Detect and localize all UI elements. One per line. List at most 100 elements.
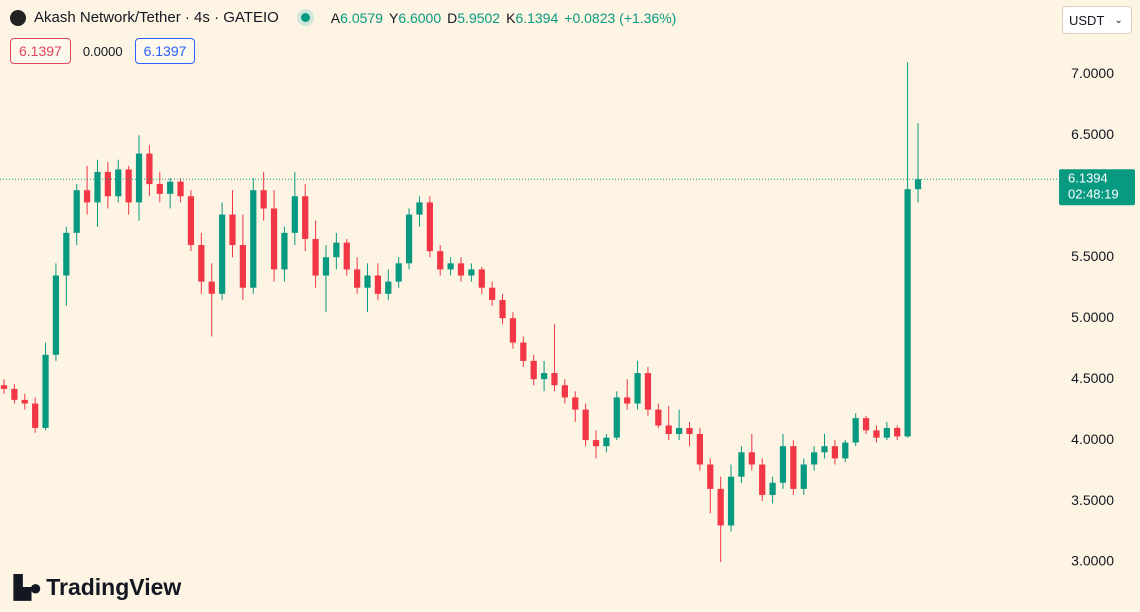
candle-body (613, 397, 620, 438)
candle-body (385, 281, 392, 294)
legend-value: 5.9502 (457, 9, 501, 26)
sell-button[interactable]: 6.1397 (10, 38, 71, 64)
candle-body (894, 427, 901, 437)
candle-body (63, 232, 70, 276)
candle-body (125, 169, 132, 203)
candle-body (831, 446, 839, 459)
candle-body (364, 275, 371, 288)
candle-body (177, 181, 184, 197)
candle-body (354, 269, 361, 288)
legend-value: 6.0579 (340, 9, 383, 26)
symbol-icon (10, 9, 26, 26)
legend-key: Y (388, 9, 399, 26)
candle-body (561, 385, 568, 398)
candle-body (509, 318, 517, 343)
y-tick-label: 5.5000 (1071, 248, 1114, 264)
candle-body (883, 427, 890, 438)
candle-body (343, 242, 350, 270)
dropdown-arrow: ⌄ (1114, 14, 1123, 26)
candle-body (104, 171, 111, 197)
candle-body (250, 190, 257, 288)
candle-body (717, 488, 724, 526)
candle-body (405, 214, 413, 264)
candle-body (862, 418, 870, 431)
candle-body (727, 476, 735, 526)
candle-body (11, 388, 18, 400)
candle-body (707, 464, 714, 489)
candle-body (655, 409, 662, 426)
y-tick-label: 7.0000 (1071, 65, 1114, 81)
candle-body (665, 425, 672, 435)
candle-body (499, 299, 506, 319)
candle-body (530, 360, 537, 380)
candle-body (187, 196, 195, 246)
y-tick-label: 4.5000 (1071, 370, 1114, 386)
candle-body (302, 196, 309, 239)
candle-body (270, 208, 278, 270)
legend-item: A6.0579 (330, 10, 383, 26)
candle-body (291, 196, 298, 233)
candle-body (426, 202, 433, 252)
candle-body (842, 442, 849, 459)
candle-body (675, 427, 683, 435)
legend-item: D5.9502 (446, 10, 500, 26)
candle-body (208, 281, 215, 294)
candle-body (198, 245, 205, 282)
y-tick-label: 6.5000 (1071, 126, 1114, 142)
candle-body (686, 427, 693, 435)
candle-body (333, 242, 340, 258)
candle-body (811, 452, 818, 465)
candle-body (914, 179, 922, 190)
candle-body (52, 275, 60, 355)
currency: USDT (1069, 12, 1105, 28)
candle-body (800, 464, 807, 489)
candle-body (904, 189, 911, 437)
legend-item: Y6.6000 (388, 10, 441, 26)
candle-body (873, 430, 880, 438)
brand-logo: ▙● (14, 574, 42, 600)
brand: ▙● TradingView (14, 574, 181, 601)
candle-body (312, 238, 319, 276)
candle-body (83, 190, 91, 203)
candle-body (624, 397, 631, 404)
candle-body (156, 184, 163, 194)
candle-body (634, 373, 641, 404)
candle-body (759, 464, 766, 495)
candle-body (582, 409, 589, 441)
candle-body (135, 153, 143, 203)
candle-body (416, 202, 423, 215)
candle-body (478, 269, 485, 288)
candle-body (322, 257, 330, 276)
last-price-label: 6.1394 (1068, 171, 1108, 186)
candle-body (146, 153, 153, 185)
candle-body (769, 482, 776, 495)
status-dot (300, 13, 310, 22)
legend-key: K (506, 9, 516, 26)
currency-select[interactable]: USDT ⌄ (1062, 6, 1132, 34)
legend-item: K6.1394 (505, 10, 558, 26)
candle-body (821, 446, 828, 453)
y-tick-label: 3.5000 (1071, 492, 1114, 508)
candle-body (0, 385, 8, 389)
legend-key: D (447, 9, 458, 26)
candle-body (790, 446, 797, 489)
symbol-title[interactable]: Akash Network/Tether · 4s · GATEIO (34, 9, 279, 26)
candle-body (167, 181, 174, 194)
candle-body (437, 251, 444, 270)
candle-body (738, 452, 745, 477)
legend-value: 6.6000 (398, 9, 442, 26)
trade-row: 6.1397 0.0000 6.1397 (10, 38, 196, 64)
candle-body (115, 169, 122, 197)
candle-body (696, 434, 704, 465)
candle-body (540, 373, 548, 380)
candle-body (551, 373, 558, 386)
last-price-box (1059, 169, 1135, 206)
candle-body (229, 214, 236, 246)
candle-body (42, 354, 49, 428)
header: Akash Network/Tether · 4s · GATEIO A6.05… (10, 9, 676, 26)
candle-body (644, 373, 652, 410)
candle-body (489, 287, 496, 300)
buy-button[interactable]: 6.1397 (134, 38, 196, 64)
